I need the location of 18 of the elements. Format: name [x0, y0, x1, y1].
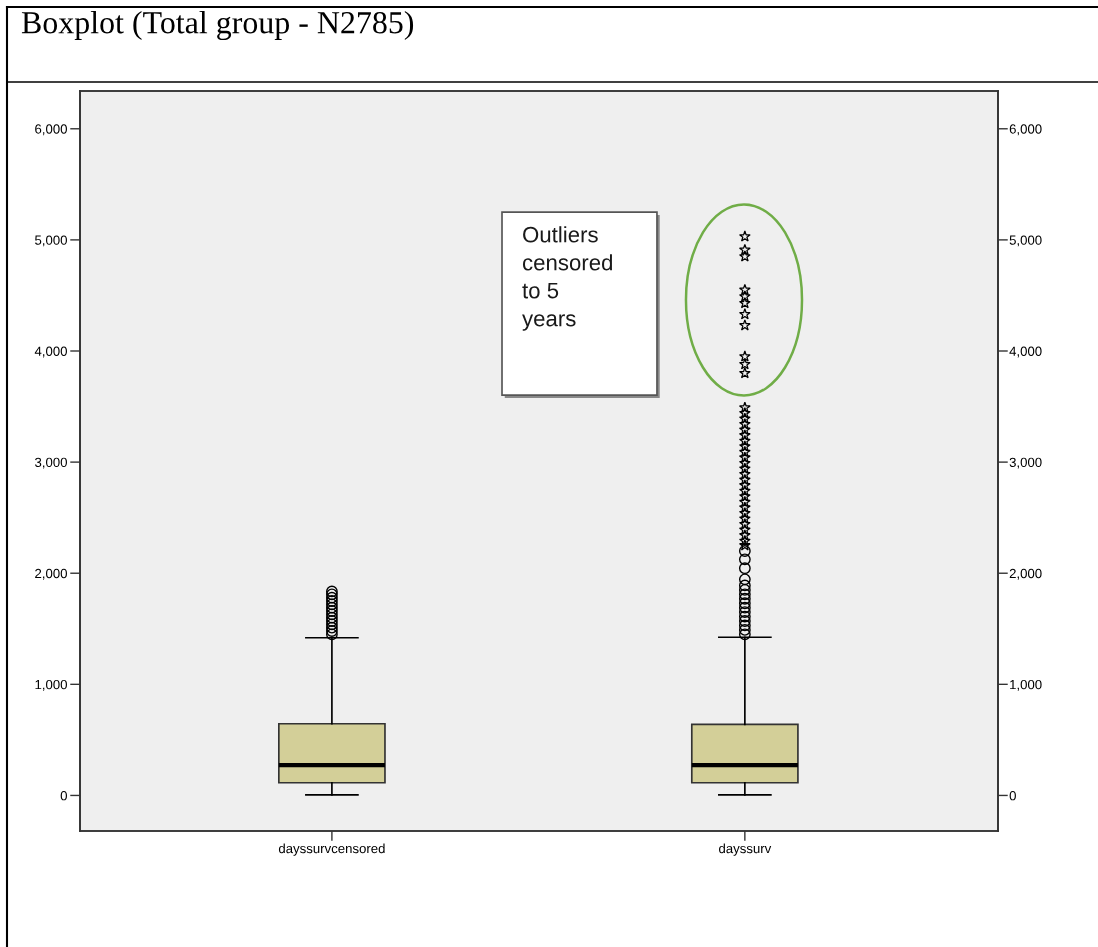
y-tick-label: 1,000 — [35, 679, 67, 691]
y2-tick-label: 2,000 — [1009, 568, 1042, 580]
annotation: Outliers censored to 5 years — [522, 226, 612, 331]
y-tick-label: 6,000 — [35, 124, 67, 136]
y-tick-label: 0 — [60, 791, 67, 801]
y-tick-label: 4,000 — [34, 346, 67, 358]
y2-tick-label: 5,000 — [1009, 235, 1042, 247]
y2-tick-label: 4,000 — [1009, 346, 1042, 358]
y-tick-label: 5,000 — [35, 235, 67, 247]
chart-title: Boxplot (Total group - N2785) — [21, 11, 414, 41]
x-tick-label: dayssurvcensored — [278, 843, 385, 856]
x-tick-label: dayssurv — [719, 843, 772, 856]
y2-tick-label: 1,000 — [1010, 679, 1042, 691]
y-tick-label: 3,000 — [34, 457, 67, 469]
y2-tick-label: 0 — [1009, 791, 1016, 801]
y2-tick-label: 6,000 — [1009, 124, 1042, 136]
y2-tick-label: 3,000 — [1009, 457, 1042, 469]
y-tick-label: 2,000 — [35, 568, 67, 580]
